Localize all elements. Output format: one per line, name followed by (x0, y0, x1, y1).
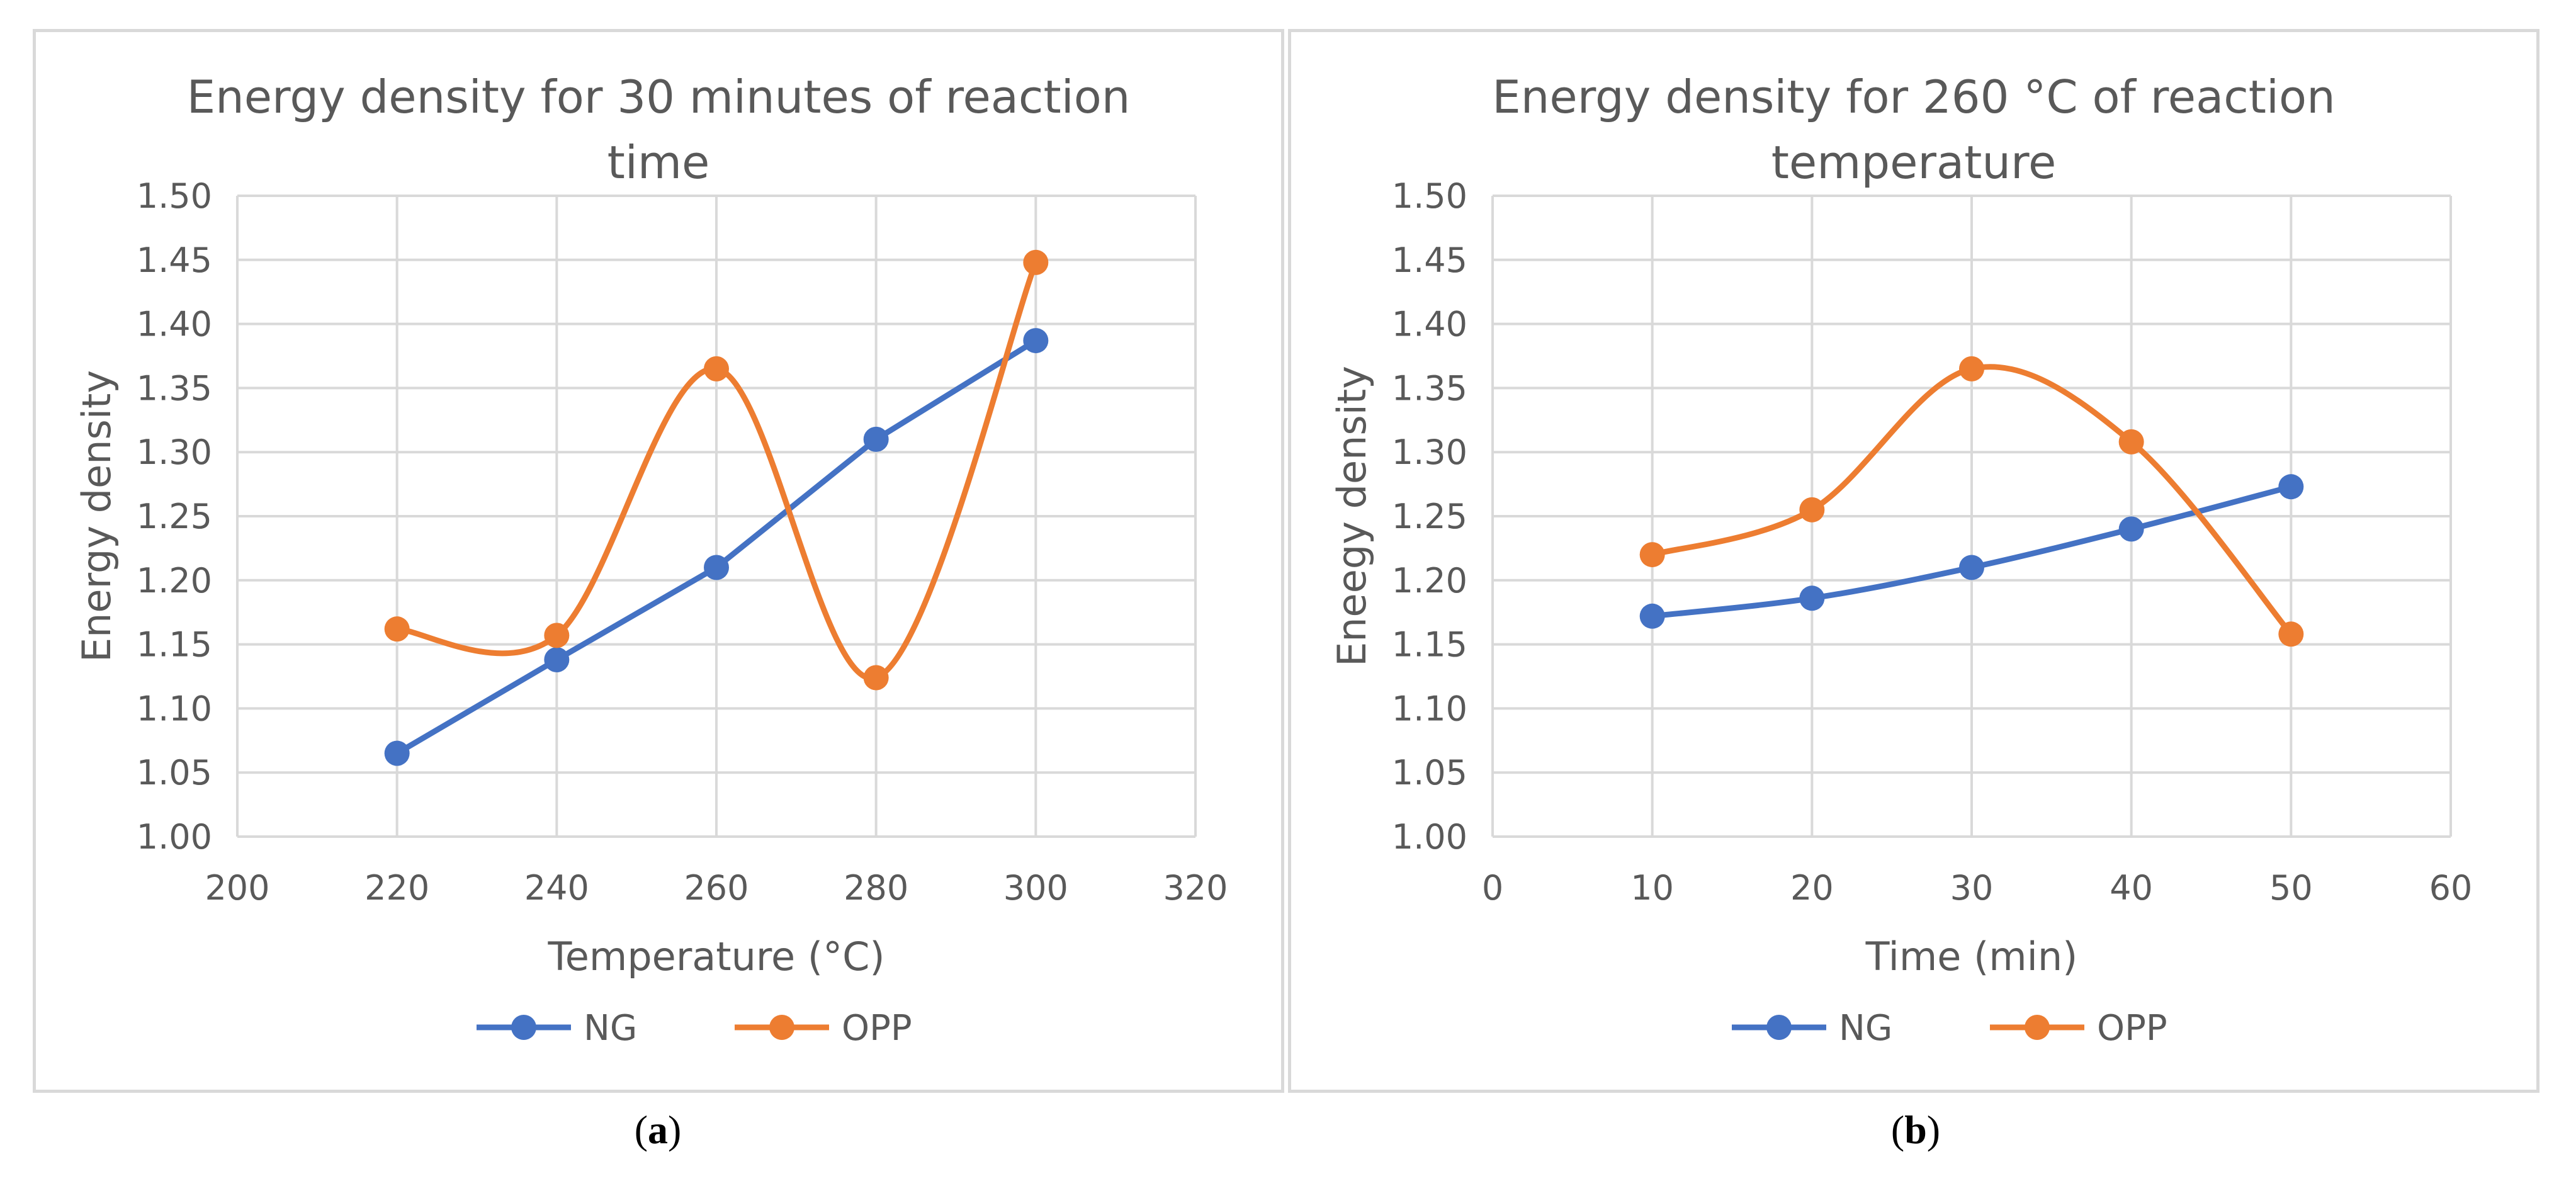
data-point-ng (1799, 585, 1825, 611)
series-ng (1639, 474, 2304, 629)
data-point-opp (1639, 542, 1665, 568)
legend: NG OPP (1732, 1008, 2167, 1049)
y-tick-label: 1.25 (1392, 497, 1467, 536)
data-point-ng (2278, 474, 2304, 500)
y-tick-label: 1.05 (1392, 753, 1467, 793)
y-tick-label: 1.30 (1392, 432, 1467, 472)
data-point-opp (863, 665, 889, 691)
data-point-opp (544, 623, 570, 648)
caption-b-letter: b (1904, 1107, 1927, 1152)
y-axis-title: Energy density (74, 370, 120, 662)
chart-title-line: temperature (1771, 136, 2057, 189)
data-point-ng (544, 647, 570, 673)
series-opp (384, 249, 1049, 691)
legend-marker-opp (2025, 1015, 2050, 1040)
x-tick-label: 30 (1950, 868, 1994, 908)
data-point-ng (2118, 516, 2144, 542)
y-tick-label: 1.15 (137, 625, 212, 665)
y-tick-label: 1.30 (137, 432, 212, 472)
chart-title-line: time (607, 136, 710, 189)
x-tick-label: 220 (364, 868, 429, 908)
x-axis-title: Temperature (°C) (547, 934, 884, 980)
x-tick-label: 260 (684, 868, 749, 908)
data-point-opp (1799, 497, 1825, 522)
data-point-ng (384, 740, 410, 766)
data-point-opp (704, 356, 729, 381)
data-point-ng (1959, 555, 1984, 580)
y-tick-label: 1.35 (1392, 368, 1467, 408)
x-tick-label: 240 (524, 868, 589, 908)
chart-title-line: Energy density for 30 minutes of reactio… (187, 71, 1131, 123)
series-ng (384, 328, 1049, 766)
y-tick-label: 1.00 (1392, 817, 1467, 857)
x-tick-label: 200 (205, 868, 269, 908)
caption-a-letter: a (648, 1107, 668, 1152)
legend-marker-ng (511, 1015, 536, 1040)
data-point-ng (704, 555, 729, 580)
x-tick-label: 0 (1482, 868, 1503, 908)
y-tick-label: 1.10 (137, 689, 212, 728)
data-point-ng (863, 426, 889, 452)
x-tick-label: 20 (1790, 868, 1834, 908)
x-tick-label: 60 (2429, 868, 2473, 908)
data-point-opp (1023, 249, 1049, 275)
y-tick-label: 1.20 (137, 561, 212, 601)
y-tick-label: 1.25 (137, 497, 212, 536)
y-tick-label: 1.20 (1392, 561, 1467, 601)
legend-label-opp: OPP (842, 1008, 912, 1049)
caption-a: (a) (634, 1107, 682, 1152)
data-point-ng (1639, 603, 1665, 629)
y-tick-label: 1.05 (137, 753, 212, 793)
caption-b: (b) (1890, 1107, 1941, 1152)
chart-b: Energy density for 260 °C of reaction tem… (1329, 71, 2473, 1049)
y-tick-label: 1.35 (137, 368, 212, 408)
gridlines (236, 195, 1197, 838)
legend-label-opp: OPP (2097, 1008, 2167, 1049)
chart-title-line: Energy density for 260 °C of reaction (1492, 71, 2335, 123)
y-tick-label: 1.45 (137, 240, 212, 280)
chart-panel-a: Energy density for 30 minutes of reactio… (33, 29, 1284, 1093)
data-point-ng (1023, 328, 1049, 354)
x-tick-label: 40 (2110, 868, 2153, 908)
x-tick-label: 50 (2269, 868, 2313, 908)
x-tick-label: 320 (1163, 868, 1228, 908)
y-tick-label: 1.40 (1392, 305, 1467, 344)
data-point-opp (2118, 429, 2144, 455)
legend: NG OPP (477, 1008, 912, 1049)
y-tick-label: 1.40 (137, 305, 212, 344)
y-tick-label: 1.00 (137, 817, 212, 857)
x-tick-label: 10 (1630, 868, 1674, 908)
data-point-opp (2278, 621, 2304, 647)
series-opp (1639, 356, 2304, 647)
x-axis-title: Time (min) (1865, 934, 2078, 980)
legend-marker-opp (769, 1015, 794, 1040)
legend-label-ng: NG (1839, 1008, 1892, 1049)
y-axis-title: Eneegy density (1329, 366, 1375, 667)
y-tick-label: 1.10 (1392, 689, 1467, 728)
x-tick-label: 300 (1003, 868, 1068, 908)
chart-a: Energy density for 30 minutes of reactio… (74, 71, 1228, 1049)
y-tick-label: 1.50 (137, 176, 212, 216)
y-tick-label: 1.45 (1392, 240, 1467, 280)
legend-label-ng: NG (584, 1008, 637, 1049)
x-tick-label: 280 (844, 868, 908, 908)
chart-panel-b: Energy density for 260 °C of reaction tem… (1288, 29, 2539, 1093)
data-point-opp (384, 616, 410, 642)
series-line-opp (394, 259, 1039, 681)
data-point-opp (1959, 356, 1984, 381)
y-tick-label: 1.15 (1392, 625, 1467, 665)
legend-marker-ng (1766, 1015, 1792, 1040)
y-tick-label: 1.50 (1392, 176, 1467, 216)
gridlines (1491, 195, 2452, 838)
